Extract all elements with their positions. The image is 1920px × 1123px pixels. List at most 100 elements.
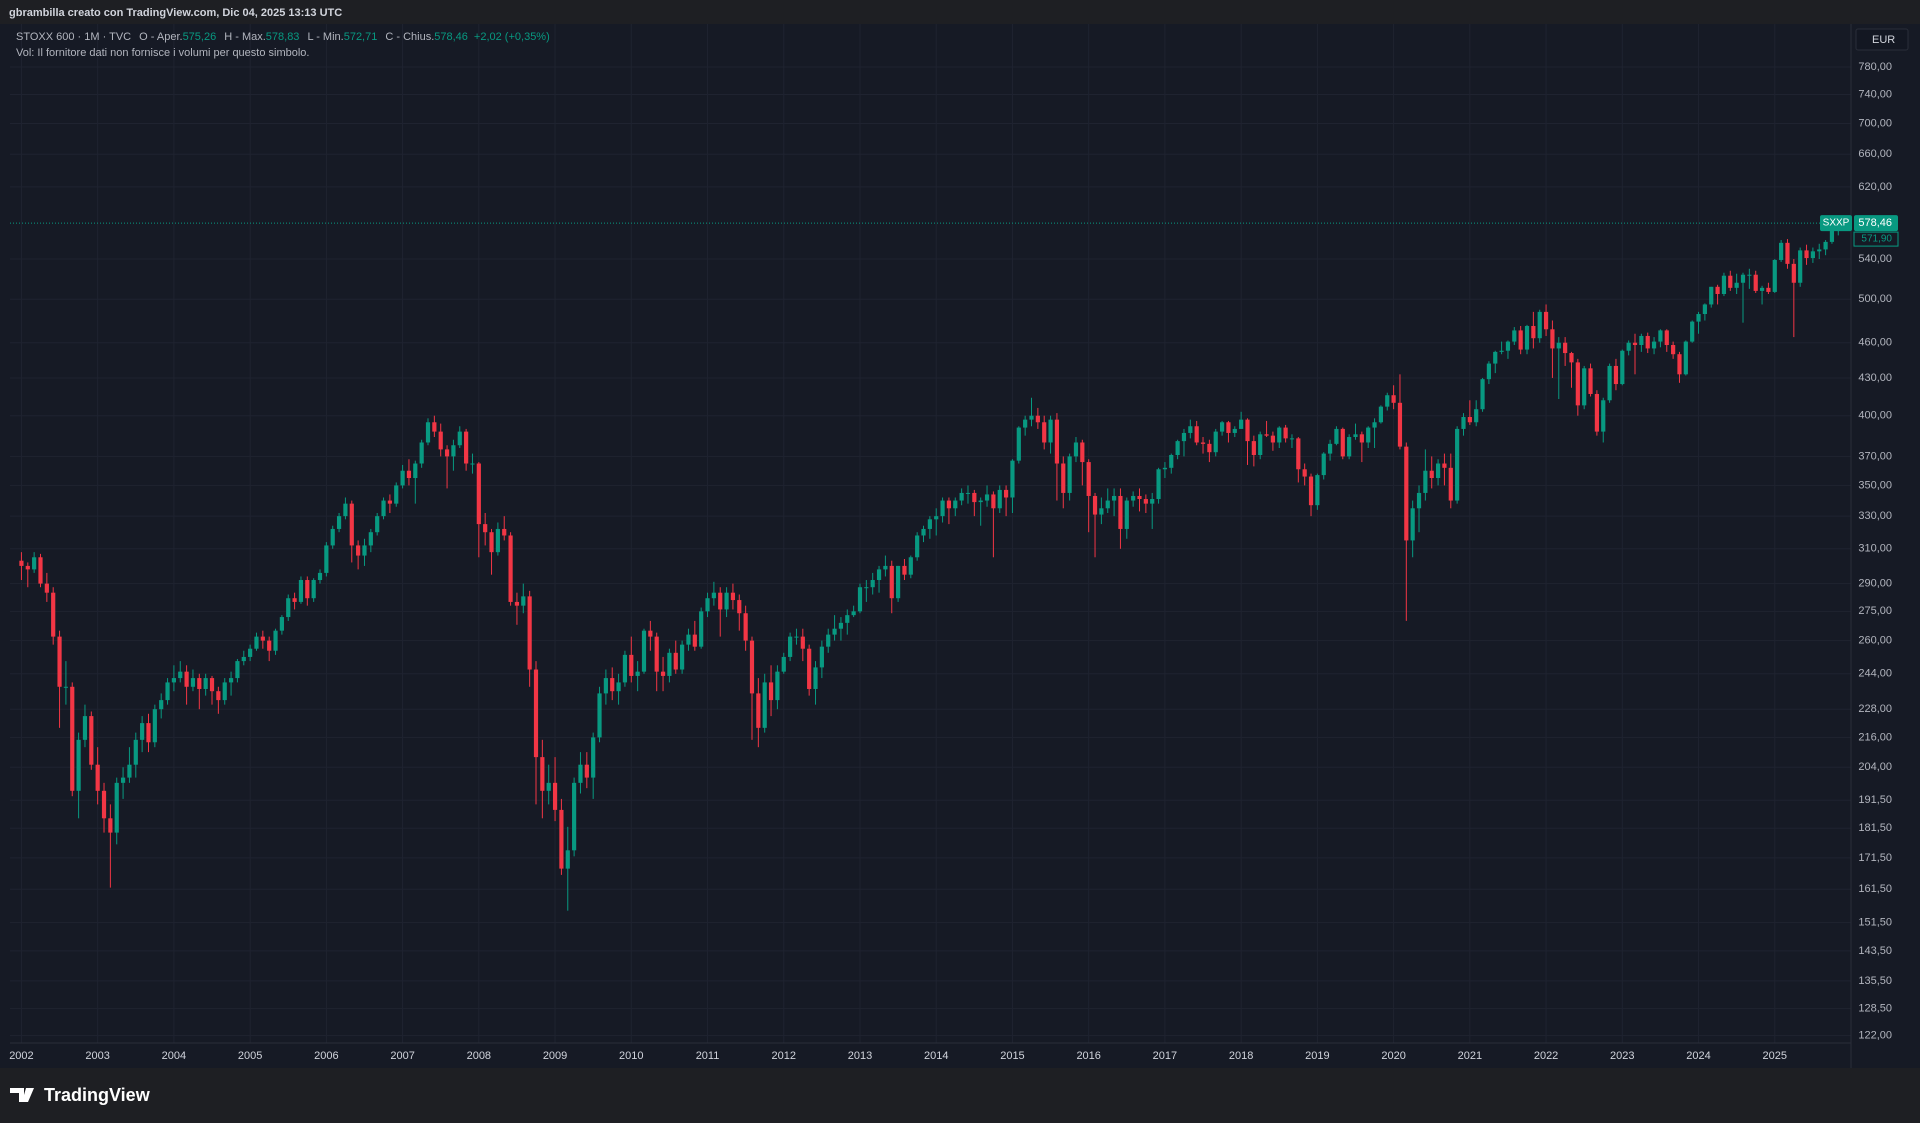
candle-body <box>794 636 799 638</box>
candle-body <box>819 646 824 668</box>
candle-body <box>635 671 640 676</box>
candle-body <box>1493 351 1498 364</box>
candle-body <box>1753 274 1758 291</box>
candle-body <box>1474 409 1479 423</box>
candle-body <box>1283 427 1288 439</box>
candle-body <box>896 565 901 599</box>
candle-body <box>1505 341 1511 351</box>
y-tick-label: 161,50 <box>1858 883 1892 895</box>
candle-body <box>711 592 716 599</box>
candle-body <box>730 592 736 601</box>
candle-body <box>63 686 68 688</box>
logo-icon <box>10 1088 34 1102</box>
candle-body <box>1124 500 1129 529</box>
x-tick-label: 2013 <box>848 1050 872 1062</box>
candle-body <box>1048 419 1053 443</box>
x-tick-label: 2004 <box>162 1050 186 1062</box>
candle-body <box>1258 434 1263 455</box>
candle-body <box>1410 508 1415 541</box>
candle-body <box>489 532 494 553</box>
candle-body <box>1118 495 1123 529</box>
y-tick-label: 780,00 <box>1858 61 1892 73</box>
y-tick-label: 430,00 <box>1858 372 1892 384</box>
candle-body <box>1518 330 1523 350</box>
candle-body <box>1817 249 1822 252</box>
x-tick-label: 2010 <box>619 1050 643 1062</box>
legend-symbol: STOXX 600 · 1M · TVC <box>16 31 131 43</box>
candle-body <box>1137 495 1142 500</box>
y-tick-label: 275,00 <box>1858 605 1892 617</box>
bottom-bar <box>0 1068 1920 1123</box>
candle-body <box>356 545 361 556</box>
volume-note: Vol: Il fornitore dati non fornisce i vo… <box>16 47 309 59</box>
candle-body <box>1664 330 1669 346</box>
legend-close-label: C - Chius. <box>385 31 434 43</box>
secondary-price-tag <box>1853 231 1899 247</box>
candle-body <box>724 592 729 610</box>
y-tick-label: 460,00 <box>1858 337 1892 349</box>
candle-body <box>584 764 589 778</box>
candle-body <box>533 669 539 758</box>
candle-body <box>1829 226 1835 242</box>
symbol-tag-label: SXXP <box>1823 218 1850 229</box>
candle-body <box>889 565 894 599</box>
symbol-tag <box>1820 215 1852 232</box>
candle-body <box>1169 454 1174 468</box>
y-tick-label: 204,00 <box>1858 761 1892 773</box>
candle-body <box>1270 435 1276 443</box>
candle-body <box>178 671 183 679</box>
y-tick-label: 135,50 <box>1858 975 1892 987</box>
candle-body <box>1162 467 1168 470</box>
y-tick-label: 171,50 <box>1858 852 1892 864</box>
candle-body <box>1073 442 1079 457</box>
candle-body <box>76 739 81 791</box>
top-bar <box>0 0 1920 24</box>
y-tick-label: 660,00 <box>1858 148 1892 160</box>
candle-body <box>140 723 145 740</box>
x-tick-label: 2017 <box>1153 1050 1177 1062</box>
candle-body <box>444 449 450 457</box>
candle-body <box>254 636 259 649</box>
candle-body <box>451 445 456 457</box>
candle-body <box>368 532 373 546</box>
candle-body <box>317 572 323 581</box>
candle-body <box>1219 422 1225 432</box>
candle-body <box>82 716 88 740</box>
legend-change: +2,02 (+0,35%) <box>474 31 550 43</box>
candle-body <box>1359 434 1364 443</box>
y-tick-label: 128,50 <box>1858 1002 1892 1014</box>
currency[interactable]: EUR <box>1872 34 1895 46</box>
candle-body <box>641 630 647 672</box>
candle-body <box>1734 282 1739 288</box>
candle-body <box>1035 415 1040 423</box>
candle-body <box>1232 428 1237 433</box>
candle-body <box>597 693 602 738</box>
candle-body <box>1131 495 1136 501</box>
candle-body <box>883 565 888 570</box>
candle-body <box>400 470 405 486</box>
y-tick-label: 700,00 <box>1858 117 1892 129</box>
candle-body <box>1181 432 1187 442</box>
y-tick-label: 310,00 <box>1858 543 1892 555</box>
candle-body <box>1435 463 1441 479</box>
candle-body <box>1772 259 1777 292</box>
candle-body <box>1245 419 1250 442</box>
legend: STOXX 600 · 1M · TVC O - Aper.575,26 H - M… <box>16 31 550 43</box>
candle-body <box>57 636 62 687</box>
candle-body <box>1537 311 1542 339</box>
candle-body <box>946 500 952 509</box>
candle-body <box>387 500 392 504</box>
candle-body <box>705 598 710 612</box>
currency-box[interactable] <box>1855 28 1909 51</box>
candle-body <box>1645 335 1650 349</box>
candle-body <box>1175 441 1180 455</box>
y-tick-label: 400,00 <box>1858 410 1892 422</box>
legend-low-label: L - Min. <box>307 31 343 43</box>
price-tag-label: 578,46 <box>1858 217 1892 229</box>
candle-body <box>902 565 907 575</box>
candle-body <box>1416 492 1422 509</box>
candle-body <box>1150 499 1155 504</box>
candle-body <box>419 442 424 464</box>
candle-body <box>1798 250 1803 283</box>
